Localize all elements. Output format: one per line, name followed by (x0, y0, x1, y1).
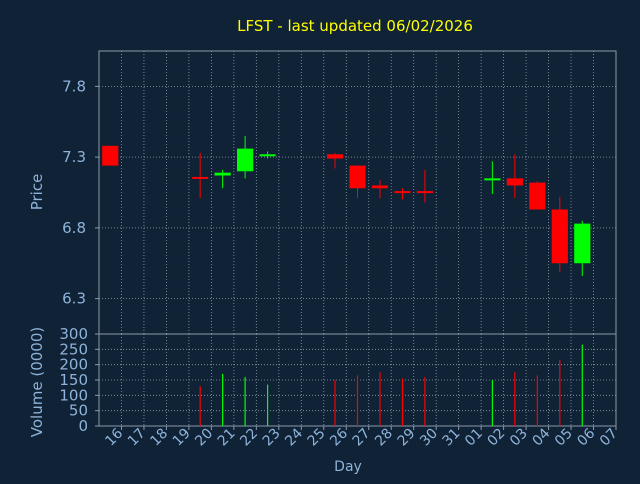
volume-y-tick-label: 50 (69, 402, 88, 420)
price-axis-label: Price (28, 174, 46, 211)
candle-body (394, 191, 411, 194)
day-tick-label: 24 (282, 425, 306, 449)
day-tick-label: 29 (395, 426, 419, 450)
day-tick-label: 20 (192, 426, 216, 450)
candle-body (326, 154, 344, 159)
candle-body (551, 209, 568, 264)
day-tick-label: 06 (574, 425, 598, 449)
volume-axis-label: Volume (0000) (28, 327, 46, 437)
day-tick-label: 27 (350, 426, 374, 450)
day-tick-label: 21 (215, 426, 239, 450)
day-tick-label: 31 (440, 426, 464, 450)
day-tick-label: 05 (552, 426, 576, 450)
day-tick-label: 04 (529, 425, 553, 449)
day-axis: 1617181920212223242526272829303101020304… (102, 425, 620, 449)
volume-y-tick-label: 150 (59, 371, 88, 389)
day-tick-label: 18 (147, 426, 171, 450)
candle-body (349, 165, 366, 189)
day-tick-label: 30 (417, 426, 441, 450)
day-tick-label: 25 (305, 426, 329, 450)
candle-body (416, 191, 434, 194)
candle-body (259, 154, 276, 157)
candle-body (192, 176, 209, 179)
candle-body (371, 185, 389, 189)
price-panel: 6.3 6.8 7.3 7.8 (62, 50, 617, 335)
volume-y-tick-label: 300 (59, 325, 88, 343)
price-y-tick-label: 6.3 (62, 290, 86, 308)
day-tick-label: 22 (237, 426, 261, 450)
candle-body (506, 178, 523, 186)
day-axis-label: Day (334, 459, 362, 475)
day-tick-label: 02 (485, 426, 509, 450)
volume-y-tick-label: 200 (59, 356, 88, 374)
price-y-tick-label: 7.8 (62, 77, 86, 95)
price-y-tick-label: 7.3 (62, 148, 86, 166)
volume-y-tick-label: 0 (78, 417, 88, 435)
day-tick-label: 07 (597, 426, 621, 450)
price-y-tick-label: 6.8 (62, 219, 86, 237)
candle-body (237, 148, 254, 172)
chart-title: LFST - last updated 06/02/2026 (237, 17, 473, 35)
day-tick-label: 19 (170, 426, 194, 450)
candle-body (214, 172, 231, 176)
day-tick-label: 17 (125, 426, 149, 450)
volume-y-tick-label: 250 (59, 340, 88, 358)
day-tick-label: 23 (260, 426, 284, 450)
day-tick-label: 01 (462, 426, 486, 450)
day-tick-label: 26 (327, 425, 351, 449)
day-tick-label: 16 (102, 425, 126, 449)
day-tick-label: 03 (507, 426, 531, 450)
candle-body (484, 178, 501, 181)
volume-y-tick-label: 100 (59, 386, 88, 404)
day-tick-label: 28 (372, 426, 396, 450)
candle-body (102, 145, 119, 166)
candle-body (574, 223, 591, 264)
candle-body (529, 182, 546, 210)
